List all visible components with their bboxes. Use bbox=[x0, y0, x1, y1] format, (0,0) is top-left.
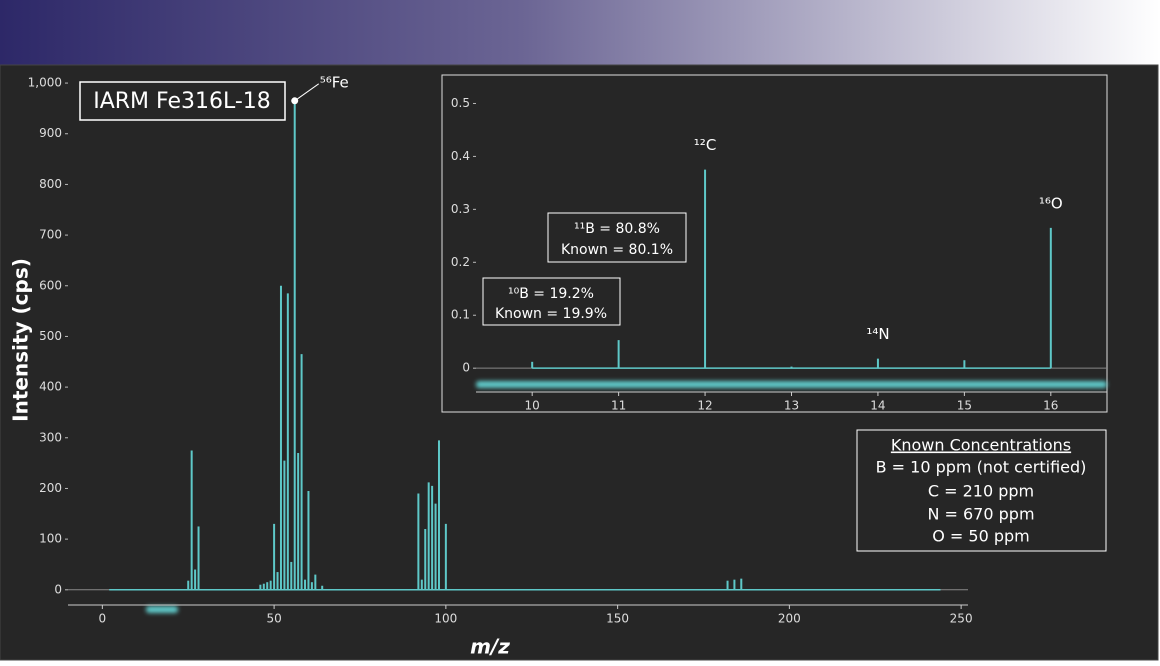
x-tick-label: 10 bbox=[525, 399, 540, 413]
x-tick-label: 50 bbox=[266, 612, 281, 626]
y-tick-label: 300 bbox=[39, 430, 62, 444]
chart-title: IARM Fe316L-18 bbox=[93, 89, 271, 114]
y-tick-label: 1,000 bbox=[28, 76, 62, 90]
note-title: Known Concentrations bbox=[891, 436, 1071, 455]
x-tick-label: 100 bbox=[434, 612, 457, 626]
peak-label: ¹⁴N bbox=[866, 325, 889, 343]
x-tick-label: 11 bbox=[611, 399, 626, 413]
x-tick-label: 150 bbox=[606, 612, 629, 626]
y-tick-label: 0 bbox=[54, 582, 62, 596]
inset-note-box bbox=[482, 277, 621, 326]
x-axis-label: m/z bbox=[470, 635, 510, 659]
note-line: C = 210 ppm bbox=[928, 482, 1034, 501]
banner bbox=[0, 0, 1160, 65]
inset-frame bbox=[441, 74, 1108, 413]
y-tick-label: 700 bbox=[39, 228, 62, 242]
y-tick-label: 0.1 bbox=[451, 308, 470, 322]
x-tick-label: 13 bbox=[784, 399, 799, 413]
x-tick-label: 200 bbox=[778, 612, 801, 626]
note-line: N = 670 ppm bbox=[927, 505, 1034, 524]
x-tick-label: 15 bbox=[957, 399, 972, 413]
y-tick-label: 200 bbox=[39, 481, 62, 495]
x-tick-label: 14 bbox=[870, 399, 885, 413]
inset-note: Known = 80.1% bbox=[561, 242, 673, 258]
inset-highlight bbox=[476, 381, 1107, 388]
inset-chart: 0 0.1 0.2 0.3 0.4 0.5 10 11 12 13 14 15 16 ¹²C ¹⁴N ¹⁶O bbox=[451, 96, 1107, 413]
y-tick-label: 0 bbox=[462, 361, 470, 375]
peak-label: ¹⁶O bbox=[1039, 194, 1063, 212]
peak-label: ⁵⁶Fe bbox=[320, 73, 349, 91]
x-tick-label: 16 bbox=[1043, 399, 1058, 413]
label-leader bbox=[294, 83, 320, 102]
y-tick-label: 600 bbox=[39, 278, 62, 292]
inset-note: ¹⁰B = 19.2% bbox=[508, 286, 594, 302]
inset-note: Known = 19.9% bbox=[495, 306, 607, 322]
note-line: B = 10 ppm (not certified) bbox=[876, 458, 1087, 477]
x-tick-label: 12 bbox=[697, 399, 712, 413]
y-tick-label: 0.5 bbox=[451, 96, 470, 110]
inset-note: ¹¹B = 80.8% bbox=[574, 221, 660, 237]
note-line: O = 50 ppm bbox=[932, 527, 1030, 546]
y-tick-label: 0.2 bbox=[451, 255, 470, 269]
y-tick-label: 100 bbox=[39, 532, 62, 546]
note-box bbox=[856, 429, 1107, 552]
zoom-highlight bbox=[146, 606, 178, 613]
title-box bbox=[79, 81, 286, 121]
y-tick-label: 400 bbox=[39, 380, 62, 394]
inset-note-box bbox=[547, 212, 687, 263]
y-tick-label: 900 bbox=[39, 126, 62, 140]
x-tick-label: 250 bbox=[950, 612, 973, 626]
x-tick-label: 0 bbox=[99, 612, 107, 626]
y-tick-label: 800 bbox=[39, 177, 62, 191]
y-tick-label: 0.4 bbox=[451, 149, 470, 163]
y-tick-label: 0.3 bbox=[451, 202, 470, 216]
y-tick-label: 500 bbox=[39, 329, 62, 343]
peak-label: ¹²C bbox=[694, 136, 717, 154]
y-axis-label: Intensity (cps) bbox=[9, 258, 33, 422]
